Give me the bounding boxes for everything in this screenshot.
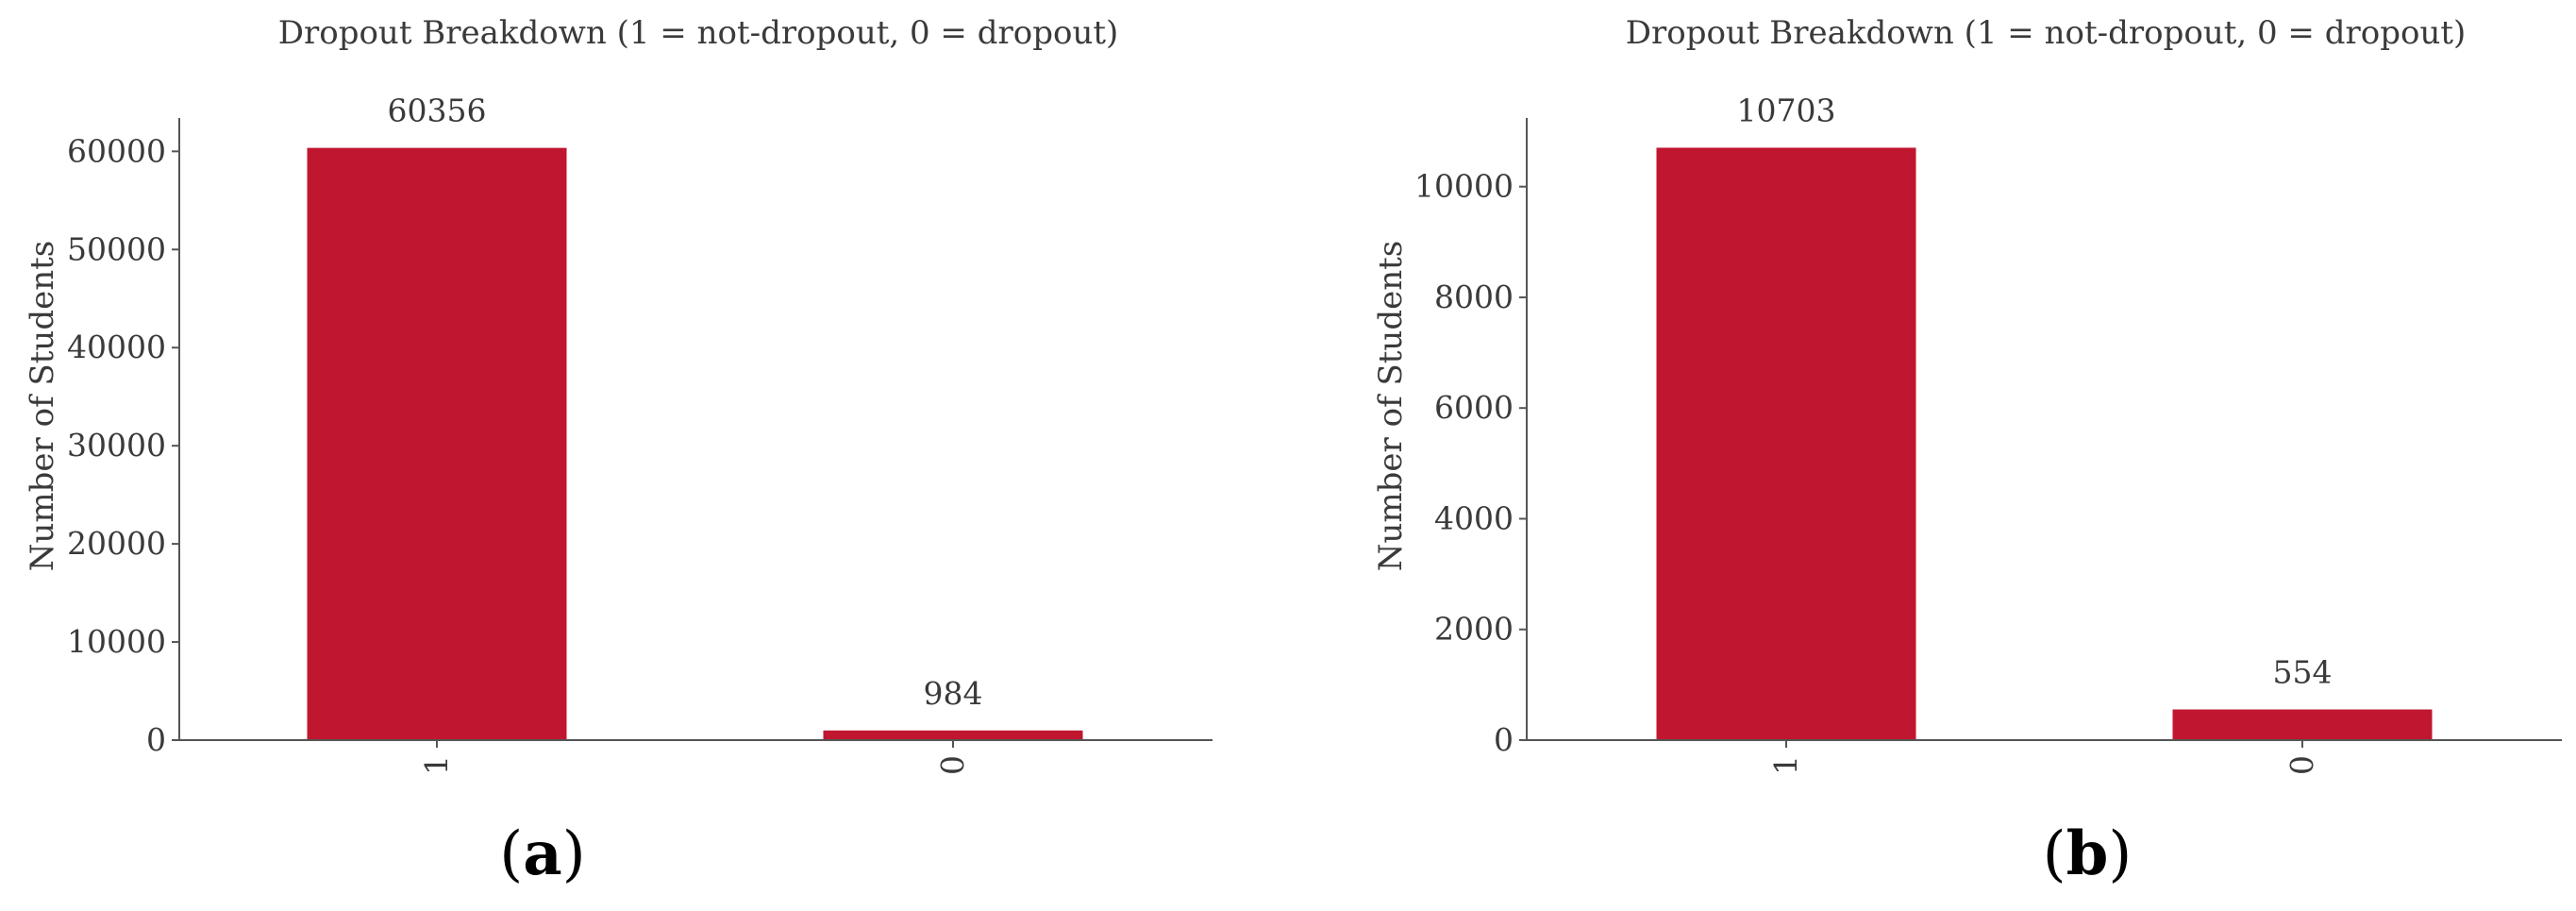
- panel-label-b-letter: b: [2066, 818, 2109, 889]
- x-tick-label: 0: [2283, 755, 2320, 775]
- panel-label-a-letter: a: [523, 818, 561, 889]
- panel-label-a: (a): [499, 818, 585, 889]
- bar-0: [823, 730, 1083, 740]
- y-tick-label: 8000: [1434, 278, 1514, 315]
- y-tick-label: 6000: [1434, 389, 1514, 426]
- y-tick-label: 40000: [67, 329, 166, 365]
- axes-a: [178, 118, 1213, 741]
- panel-label-b: (b): [2043, 818, 2133, 889]
- y-tick-label: 0: [1494, 721, 1514, 758]
- data-label: 554: [2273, 654, 2333, 691]
- y-ticks-b: 0 2000 4000 6000 8000 10000: [1414, 168, 1527, 758]
- x-tick-label: 1: [418, 755, 455, 775]
- y-tick-label: 20000: [67, 525, 166, 562]
- y-tick-label: 10000: [67, 623, 166, 660]
- bars-b: [1656, 147, 2433, 740]
- chart-panel-b: Dropout Breakdown (1 = not-dropout, 0 = …: [1372, 14, 2562, 889]
- data-label: 10703: [1737, 92, 1836, 128]
- panel-label-a-open: (: [499, 819, 523, 889]
- y-axis-label-a: Number of Students: [24, 241, 61, 571]
- chart-title-a: Dropout Breakdown (1 = not-dropout, 0 = …: [278, 14, 1119, 52]
- y-tick-label: 50000: [67, 230, 166, 267]
- y-tick-label: 2000: [1434, 611, 1514, 648]
- panel-label-b-open: (: [2043, 819, 2066, 889]
- y-tick-label: 60000: [67, 132, 166, 169]
- y-ticks-a: 0 10000 20000 30000 40000 50000 60000: [67, 132, 179, 758]
- y-tick-label: 30000: [67, 427, 166, 464]
- bar-1: [307, 147, 567, 740]
- y-tick-label: 10000: [1414, 168, 1514, 205]
- y-tick-label: 0: [146, 721, 166, 758]
- data-label: 984: [924, 675, 983, 712]
- x-tick-label: 1: [1767, 755, 1804, 775]
- data-label: 60356: [388, 93, 487, 129]
- y-axis-label-b: Number of Students: [1372, 241, 1410, 571]
- chart-title-b: Dropout Breakdown (1 = not-dropout, 0 = …: [1626, 14, 2467, 52]
- x-tick-label: 0: [934, 755, 971, 775]
- data-labels-b: 10703 554: [1737, 92, 2333, 690]
- data-labels-a: 60356 984: [388, 93, 983, 712]
- bar-0: [2172, 709, 2433, 740]
- axes-b: [1526, 118, 2562, 741]
- panel-label-a-close: ): [562, 819, 586, 889]
- y-tick-label: 4000: [1434, 499, 1514, 536]
- chart-panel-a: Dropout Breakdown (1 = not-dropout, 0 = …: [24, 14, 1213, 889]
- panel-label-b-close: ): [2108, 819, 2132, 889]
- bars-a: [307, 147, 1083, 740]
- bar-1: [1656, 147, 1916, 740]
